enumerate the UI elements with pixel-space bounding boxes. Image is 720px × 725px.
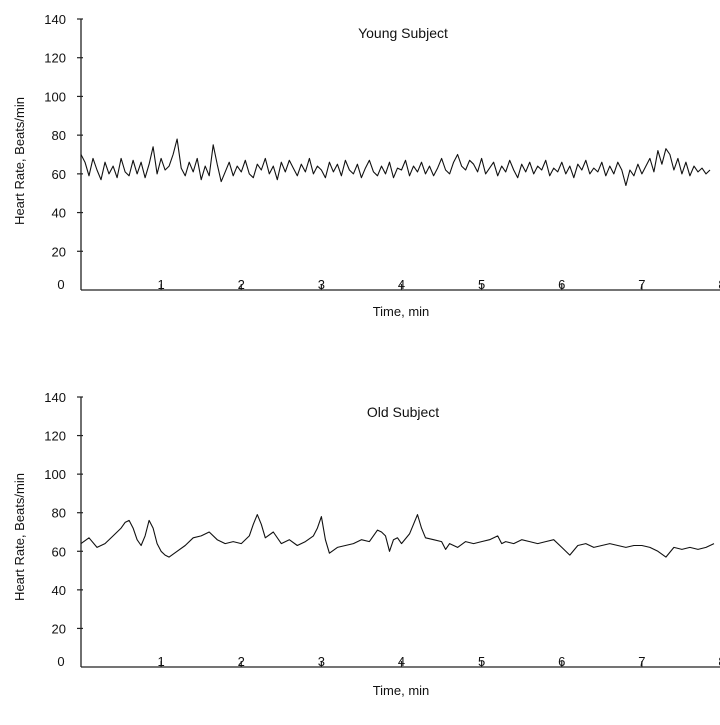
y-axis-title: Heart Rate, Beats/min xyxy=(12,473,27,601)
x-tick-label: 3 xyxy=(318,654,325,669)
x-axis-title: Time, min xyxy=(373,304,430,319)
x-tick-label: 4 xyxy=(398,277,405,292)
y-tick-label: 60 xyxy=(52,167,66,182)
x-axis-title: Time, min xyxy=(373,683,430,698)
x-tick-label: 5 xyxy=(478,654,485,669)
y-tick-label: 40 xyxy=(52,206,66,221)
y-tick-label: 140 xyxy=(44,12,66,27)
x-tick-label: 7 xyxy=(638,654,645,669)
x-tick-label: 6 xyxy=(558,654,565,669)
x-tick-label: 4 xyxy=(398,654,405,669)
chart-title: Young Subject xyxy=(358,25,448,41)
y-tick-label: 80 xyxy=(52,506,66,521)
chart-panel-1: 0 1 2 3 4 5 6 7 8 20 40 60 80 100 120 140 Young Subject T… xyxy=(12,12,720,319)
x-tick-label: 0 xyxy=(57,654,64,669)
x-tick-label: 1 xyxy=(158,277,165,292)
x-tick-label: 8 xyxy=(718,277,720,292)
y-tick-label: 60 xyxy=(52,544,66,559)
x-tick-label: 2 xyxy=(238,654,245,669)
chart-panel-2: 0 1 2 3 4 5 6 7 8 20 40 60 80 100 120 140 Old Subject Tim… xyxy=(12,390,720,698)
y-tick-label: 100 xyxy=(44,89,66,104)
y-tick-label: 140 xyxy=(44,390,66,405)
x-tick-label: 3 xyxy=(318,277,325,292)
chart-title: Old Subject xyxy=(367,404,439,420)
y-tick-label: 100 xyxy=(44,467,66,482)
x-tick-label: 8 xyxy=(718,654,720,669)
x-tick-label: 2 xyxy=(238,277,245,292)
y-tick-label: 40 xyxy=(52,583,66,598)
y-tick-label: 20 xyxy=(52,621,66,636)
y-tick-label: 120 xyxy=(44,51,66,66)
heart-rate-series-line xyxy=(80,514,715,558)
x-tick-label: 7 xyxy=(638,277,645,292)
heart-rate-series-line xyxy=(80,138,711,187)
x-tick-label: 6 xyxy=(558,277,565,292)
x-tick-label: 5 xyxy=(478,277,485,292)
y-tick-label: 20 xyxy=(52,244,66,259)
x-tick-label: 1 xyxy=(158,654,165,669)
y-axis-title: Heart Rate, Beats/min xyxy=(12,97,27,225)
x-tick-label: 0 xyxy=(57,277,64,292)
y-tick-label: 80 xyxy=(52,128,66,143)
y-tick-label: 120 xyxy=(44,429,66,444)
